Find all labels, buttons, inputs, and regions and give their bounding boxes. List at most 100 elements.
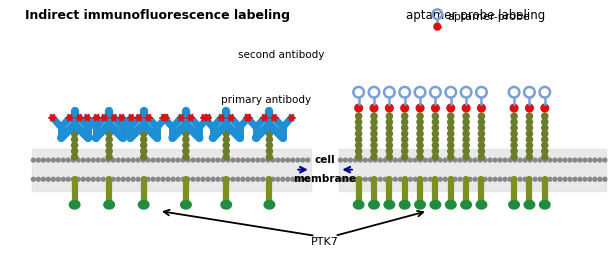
Circle shape: [116, 158, 120, 162]
Circle shape: [408, 158, 412, 162]
Circle shape: [266, 119, 273, 125]
Circle shape: [448, 148, 454, 154]
Circle shape: [417, 113, 423, 119]
Circle shape: [356, 136, 362, 143]
Circle shape: [408, 177, 412, 181]
Circle shape: [403, 177, 407, 181]
Circle shape: [513, 177, 517, 181]
Circle shape: [417, 131, 423, 137]
Circle shape: [71, 154, 78, 160]
Ellipse shape: [415, 200, 425, 209]
Circle shape: [226, 158, 230, 162]
Circle shape: [588, 177, 592, 181]
Circle shape: [364, 158, 367, 162]
Circle shape: [548, 177, 552, 181]
Circle shape: [478, 142, 485, 148]
Circle shape: [371, 154, 377, 160]
Circle shape: [542, 131, 548, 137]
Circle shape: [542, 119, 548, 125]
Circle shape: [498, 158, 502, 162]
Circle shape: [386, 142, 392, 148]
Circle shape: [463, 142, 469, 148]
Circle shape: [447, 104, 455, 112]
Circle shape: [548, 158, 552, 162]
Circle shape: [343, 158, 347, 162]
Circle shape: [306, 177, 310, 181]
Circle shape: [226, 177, 230, 181]
Circle shape: [493, 177, 497, 181]
Circle shape: [353, 177, 357, 181]
Circle shape: [223, 154, 229, 160]
Circle shape: [478, 136, 485, 143]
Circle shape: [221, 158, 225, 162]
Circle shape: [528, 177, 532, 181]
Circle shape: [186, 158, 190, 162]
Circle shape: [448, 177, 452, 181]
Circle shape: [386, 119, 392, 125]
Circle shape: [276, 158, 280, 162]
Circle shape: [419, 177, 422, 181]
Circle shape: [401, 148, 408, 154]
Circle shape: [301, 177, 305, 181]
Circle shape: [146, 115, 151, 120]
Circle shape: [423, 177, 427, 181]
Circle shape: [356, 154, 362, 160]
Circle shape: [583, 158, 587, 162]
Circle shape: [371, 119, 377, 125]
Text: membrane: membrane: [293, 174, 357, 184]
Ellipse shape: [461, 200, 471, 209]
Circle shape: [106, 113, 112, 119]
Ellipse shape: [139, 200, 149, 209]
Circle shape: [538, 158, 542, 162]
Circle shape: [463, 119, 469, 125]
Circle shape: [183, 142, 189, 148]
Ellipse shape: [400, 200, 410, 209]
Circle shape: [355, 104, 362, 112]
Circle shape: [433, 158, 437, 162]
Circle shape: [542, 113, 548, 119]
Circle shape: [151, 158, 155, 162]
Circle shape: [183, 113, 189, 119]
Circle shape: [81, 158, 85, 162]
Ellipse shape: [384, 200, 395, 209]
Circle shape: [558, 177, 562, 181]
Circle shape: [473, 158, 477, 162]
Circle shape: [498, 177, 502, 181]
Circle shape: [201, 177, 205, 181]
Circle shape: [463, 125, 469, 131]
Circle shape: [231, 177, 235, 181]
Circle shape: [266, 142, 273, 148]
Circle shape: [236, 158, 240, 162]
Circle shape: [383, 158, 387, 162]
Circle shape: [503, 158, 507, 162]
Circle shape: [251, 158, 255, 162]
Circle shape: [141, 125, 147, 131]
Circle shape: [398, 158, 402, 162]
Circle shape: [196, 177, 200, 181]
Circle shape: [191, 177, 195, 181]
Circle shape: [196, 158, 200, 162]
Ellipse shape: [181, 200, 191, 209]
Circle shape: [71, 119, 78, 125]
Ellipse shape: [476, 200, 487, 209]
Circle shape: [116, 177, 120, 181]
Circle shape: [371, 142, 377, 148]
Circle shape: [211, 158, 215, 162]
Circle shape: [266, 154, 273, 160]
Circle shape: [526, 148, 533, 154]
Circle shape: [468, 158, 472, 162]
Circle shape: [286, 177, 290, 181]
Circle shape: [211, 177, 215, 181]
Circle shape: [356, 148, 362, 154]
Circle shape: [463, 136, 469, 143]
Text: aptamer-probe: aptamer-probe: [447, 12, 530, 22]
Circle shape: [151, 177, 155, 181]
Circle shape: [141, 154, 147, 160]
Circle shape: [598, 158, 602, 162]
Circle shape: [71, 113, 78, 119]
Circle shape: [71, 142, 78, 148]
Circle shape: [503, 177, 507, 181]
Circle shape: [511, 113, 517, 119]
Circle shape: [558, 158, 562, 162]
Circle shape: [417, 142, 423, 148]
